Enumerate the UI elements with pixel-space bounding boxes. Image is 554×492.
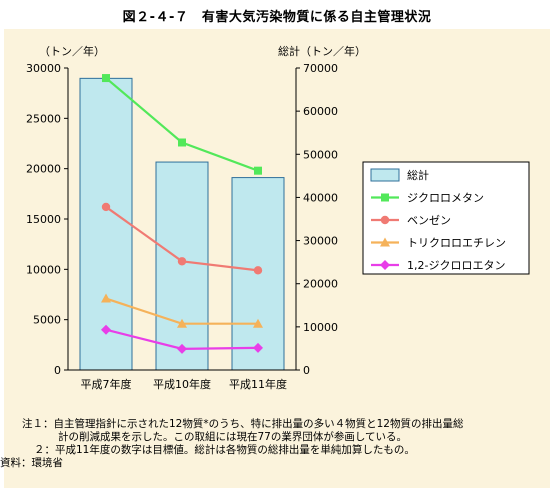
right-tick-label: 70000: [303, 62, 338, 75]
series-point: [253, 318, 263, 328]
left-axis-label: （トン／年）: [39, 44, 105, 58]
legend-swatch-marker: [380, 237, 390, 247]
right-tick-label: 0: [303, 364, 310, 377]
right-tick-label: 30000: [303, 235, 338, 248]
right-tick-label: 40000: [303, 191, 338, 204]
legend-label: トリクロロエチレン: [407, 237, 506, 250]
left-tick-label: 5000: [33, 314, 61, 327]
right-tick-label: 10000: [303, 321, 338, 334]
notes: 注１：自主管理指針に示された12物質*のうち、特に排出量の多い４物質と12物質の…: [0, 418, 542, 470]
series-point: [101, 293, 111, 303]
left-tick-label: 20000: [26, 163, 61, 176]
legend-swatch-marker: [380, 215, 390, 225]
series-point: [253, 342, 263, 353]
note-1: 注１：自主管理指針に示された12物質*のうち、特に排出量の多い４物質と12物質の…: [22, 418, 464, 430]
legend-label-total: 総計: [407, 168, 429, 182]
note-1-cont: 計の削減成果を示した。この取組には現在77の業界団体が参画している。: [58, 431, 408, 443]
series-point: [177, 318, 187, 328]
left-tick-label: 0: [54, 364, 61, 377]
series-point: [254, 166, 262, 175]
bar-total: [79, 77, 133, 371]
category-label: 平成7年度: [81, 377, 132, 391]
category-label: 平成10年度: [153, 377, 211, 391]
left-tick-label: 30000: [26, 62, 61, 75]
source: 資料：環境省: [0, 457, 63, 469]
right-axis-label: 総計（トン／年）: [278, 44, 366, 58]
legend-label: ベンゼン: [407, 214, 451, 227]
figure-title: 図２-４-７ 有害大気汚染物質に係る自主管理状況: [122, 10, 432, 25]
series-point: [178, 138, 186, 147]
legend-swatch-total: [370, 168, 400, 182]
right-tick-label: 20000: [303, 278, 338, 291]
right-tick-label: 50000: [303, 148, 338, 161]
series-point: [102, 74, 110, 83]
left-tick-label: 15000: [26, 213, 61, 226]
bar-total: [155, 161, 209, 371]
series-point: [177, 343, 187, 354]
series-point: [177, 257, 187, 266]
category-label: 平成11年度: [229, 377, 287, 391]
legend-swatch-marker: [380, 260, 390, 270]
series-point: [101, 202, 111, 212]
series-point: [101, 324, 111, 335]
legend-label: 1,2-ジクロロエタン: [407, 259, 505, 272]
note-2: ２：平成11年度の数字は目標値。総計は各物質の総排出量を単純加算したもの。: [34, 444, 415, 456]
right-tick-label: 60000: [303, 105, 338, 118]
series-point: [253, 266, 263, 275]
legend-swatch-marker: [381, 193, 389, 202]
left-tick-label: 10000: [26, 263, 61, 276]
legend-label: ジクロロメタン: [407, 192, 484, 205]
left-tick-label: 25000: [26, 112, 61, 125]
